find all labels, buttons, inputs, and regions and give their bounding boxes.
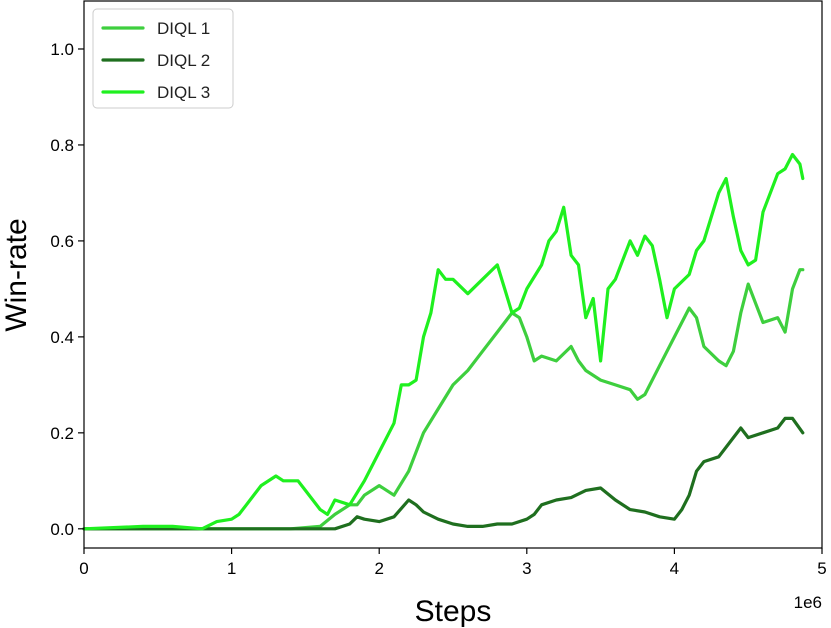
y-tick-label: 0.0 [50, 520, 74, 539]
x-axis-offset-label: 1e6 [794, 593, 822, 612]
series-line-diql-3 [82, 152, 805, 531]
series-layer [82, 152, 805, 531]
legend-label: DIQL 1 [157, 19, 210, 38]
x-tick-label: 3 [522, 559, 531, 578]
x-axis-label: Steps [415, 595, 492, 628]
x-axis-ticks: 0 1 2 3 4 5 [79, 548, 827, 578]
y-tick-label: 0.6 [50, 232, 74, 251]
y-tick-label: 0.8 [50, 136, 74, 155]
legend-label: DIQL 2 [157, 51, 210, 70]
legend-frame [92, 8, 234, 109]
legend: DIQL 1 DIQL 2 DIQL 3 [92, 8, 234, 109]
y-tick-label: 0.4 [50, 328, 74, 347]
series-line-diql-1 [82, 268, 805, 531]
y-axis-label: Win-rate [0, 218, 33, 331]
x-tick-label: 4 [670, 559, 679, 578]
x-tick-label: 2 [374, 559, 383, 578]
legend-label: DIQL 3 [157, 83, 210, 102]
plot-frame [83, 0, 823, 549]
x-tick-label: 5 [817, 559, 826, 578]
y-axis-ticks: 0.0 0.2 0.4 0.6 0.8 1.0 [50, 40, 84, 539]
y-tick-label: 1.0 [50, 40, 74, 59]
y-tick-label: 0.2 [50, 424, 74, 443]
x-tick-label: 1 [227, 559, 236, 578]
series-line-diql-2 [82, 416, 805, 531]
x-tick-label: 0 [79, 559, 88, 578]
